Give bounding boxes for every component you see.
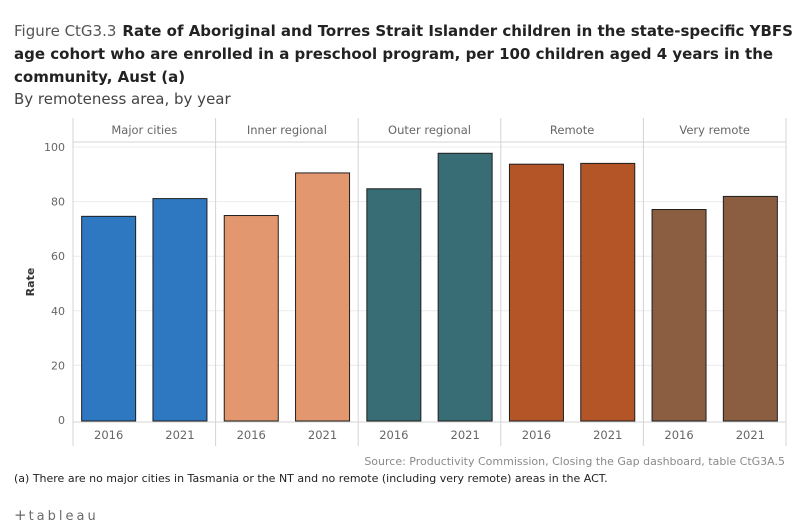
y-tick-label: 80: [51, 196, 65, 209]
bar-1-0: [223, 215, 279, 422]
chart-subtitle: By remoteness area, by year: [14, 90, 231, 108]
footnote: (a) There are no major cities in Tasmani…: [14, 472, 608, 485]
x-tick-label: 2016: [237, 428, 266, 442]
panel-header-2: Outer regional: [388, 123, 471, 137]
panel-header-0: Major cities: [111, 123, 177, 137]
x-tick-label: 2016: [522, 428, 551, 442]
tableau-wordmark: tableau: [28, 509, 99, 524]
x-tick-label: 2021: [593, 428, 622, 442]
panel-header-4: Very remote: [679, 123, 750, 137]
y-tick-label: 40: [51, 305, 65, 318]
bar-3-1: [580, 162, 636, 422]
y-axis-label: Rate: [24, 268, 37, 297]
x-tick-label: 2021: [165, 428, 194, 442]
x-tick-label: 2016: [379, 428, 408, 442]
bar-2-1: [437, 152, 493, 422]
panel-header-3: Remote: [550, 123, 594, 137]
bar-1-1: [295, 172, 351, 422]
bar-0-1: [152, 198, 208, 422]
x-tick-label: 2016: [94, 428, 123, 442]
bar-3-0: [508, 163, 564, 422]
x-tick-label: 2016: [664, 428, 693, 442]
bar-4-1: [722, 195, 778, 422]
y-tick-label: 20: [51, 359, 65, 372]
source-note: Source: Productivity Commission, Closing…: [364, 455, 785, 468]
figure-label: Figure CtG3.3: [14, 22, 117, 40]
tableau-mark-icon: +: [14, 506, 27, 524]
panel-header-1: Inner regional: [247, 123, 327, 137]
x-tick-label: 2021: [308, 428, 337, 442]
y-tick-label: 60: [51, 250, 65, 263]
tableau-logo[interactable]: + tableau: [14, 506, 99, 524]
y-tick-label: 0: [58, 414, 65, 427]
y-tick-label: 100: [44, 141, 65, 154]
bar-2-0: [366, 188, 422, 422]
title-text: Rate of Aboriginal and Torres Strait Isl…: [14, 22, 793, 86]
x-tick-label: 2021: [736, 428, 765, 442]
chart-title: Figure CtG3.3 Rate of Aboriginal and Torr…: [14, 20, 794, 89]
bar-0-0: [81, 215, 137, 422]
x-tick-label: 2021: [451, 428, 480, 442]
bar-4-0: [651, 209, 707, 422]
